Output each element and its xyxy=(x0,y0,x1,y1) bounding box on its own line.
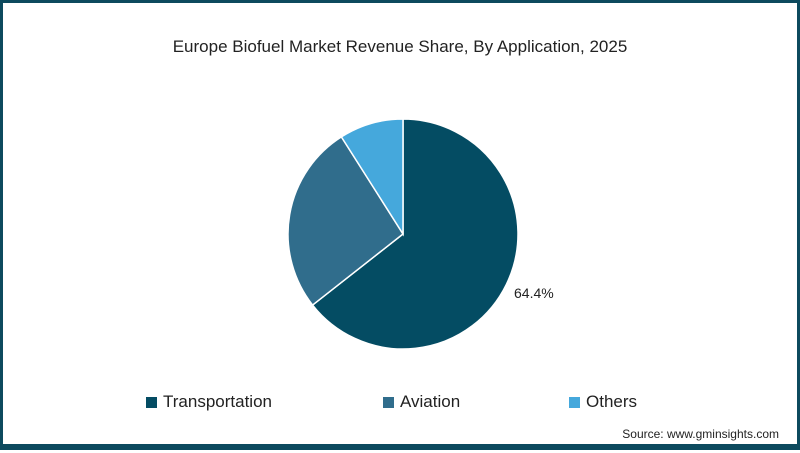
pie-chart xyxy=(287,118,519,350)
legend-label: Transportation xyxy=(163,392,272,411)
legend-label: Aviation xyxy=(400,392,461,411)
transportation-value-label: 64.4% xyxy=(514,285,554,301)
chart-title: Europe Biofuel Market Revenue Share, By … xyxy=(172,37,628,56)
legend-item-aviation: Aviation xyxy=(383,392,460,412)
legend-swatch-icon xyxy=(383,396,394,408)
pie-slice-transportation xyxy=(311,118,519,350)
legend-label: Others xyxy=(586,392,638,411)
legend-swatch-icon xyxy=(146,396,157,408)
source-note: Source: www.gminsights.com xyxy=(622,427,779,441)
legend-swatch-icon xyxy=(569,396,580,408)
pie-slice-others xyxy=(340,118,404,237)
legend-item-others: Others xyxy=(569,392,637,412)
pie-slice-aviation xyxy=(287,135,404,307)
legend-item-transportation: Transportation xyxy=(146,392,272,412)
